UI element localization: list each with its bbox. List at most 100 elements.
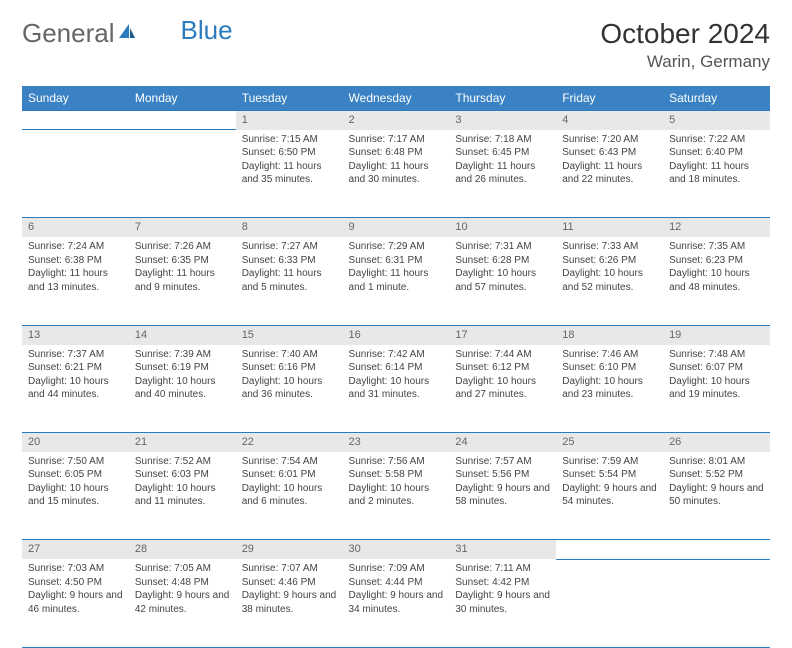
daylight-text: Daylight: 9 hours and 34 minutes. (349, 589, 444, 616)
sunrise-text: Sunrise: 7:33 AM (562, 240, 657, 254)
daylight-text: Daylight: 10 hours and 11 minutes. (135, 482, 230, 509)
empty-cell (129, 130, 236, 218)
sunset-text: Sunset: 5:54 PM (562, 468, 657, 482)
day-number: 26 (663, 433, 770, 452)
sunrise-text: Sunrise: 7:40 AM (242, 348, 337, 362)
day-header: Tuesday (236, 86, 343, 111)
sunrise-text: Sunrise: 7:54 AM (242, 455, 337, 469)
day-content: Sunrise: 8:01 AMSunset: 5:52 PMDaylight:… (663, 452, 770, 515)
day-number: 4 (556, 111, 663, 130)
sunset-text: Sunset: 5:52 PM (669, 468, 764, 482)
sunset-text: Sunset: 5:58 PM (349, 468, 444, 482)
week-content-row: Sunrise: 7:50 AMSunset: 6:05 PM Daylight:… (22, 452, 770, 540)
day-content: Sunrise: 7:24 AMSunset: 6:38 PMDaylight:… (22, 237, 129, 300)
sunrise-text: Sunrise: 7:46 AM (562, 348, 657, 362)
sunset-text: Sunset: 4:44 PM (349, 576, 444, 590)
day-number: 23 (343, 433, 450, 452)
day-cell: Sunrise: 7:27 AMSunset: 6:33 PMDaylight:… (236, 237, 343, 325)
day-number: 25 (556, 433, 663, 452)
day-number: 31 (449, 540, 556, 559)
week-content-row: Sunrise: 7:15 AMSunset: 6:50 PMDaylight:… (22, 130, 770, 218)
sunrise-text: Sunrise: 7:18 AM (455, 133, 550, 147)
sunrise-text: Sunrise: 7:35 AM (669, 240, 764, 254)
sunset-text: Sunset: 6:19 PM (135, 361, 230, 375)
sunrise-text: Sunrise: 7:39 AM (135, 348, 230, 362)
day-content: Sunrise: 7:57 AMSunset: 5:56 PMDaylight:… (449, 452, 556, 515)
day-content: Sunrise: 7:40 AMSunset: 6:16 PMDaylight:… (236, 345, 343, 408)
empty-cell (129, 111, 236, 130)
day-number: 10 (449, 218, 556, 237)
day-cell: Sunrise: 7:17 AMSunset: 6:48 PMDaylight:… (343, 130, 450, 218)
logo-sail-icon (117, 18, 137, 49)
day-content: Sunrise: 7:54 AMSunset: 6:01 PMDaylight:… (236, 452, 343, 515)
day-cell: Sunrise: 7:20 AMSunset: 6:43 PMDaylight:… (556, 130, 663, 218)
day-number: 12 (663, 218, 770, 237)
logo: General Blue (22, 18, 233, 49)
day-cell: Sunrise: 7:24 AMSunset: 6:38 PMDaylight:… (22, 237, 129, 325)
daylight-text: Daylight: 9 hours and 50 minutes. (669, 482, 764, 509)
daylight-text: Daylight: 9 hours and 38 minutes. (242, 589, 337, 616)
day-number: 24 (449, 433, 556, 452)
day-number: 27 (22, 540, 129, 559)
location-label: Warin, Germany (600, 52, 770, 72)
day-header: Wednesday (343, 86, 450, 111)
day-number: 11 (556, 218, 663, 237)
day-content: Sunrise: 7:31 AMSunset: 6:28 PMDaylight:… (449, 237, 556, 300)
sunrise-text: Sunrise: 7:57 AM (455, 455, 550, 469)
calendar-table: SundayMondayTuesdayWednesdayThursdayFrid… (22, 86, 770, 648)
day-number: 18 (556, 325, 663, 344)
week-number-row: 6789101112 (22, 218, 770, 237)
daylight-text: Daylight: 10 hours and 44 minutes. (28, 375, 123, 402)
daylight-text: Daylight: 11 hours and 22 minutes. (562, 160, 657, 187)
day-content: Sunrise: 7:11 AMSunset: 4:42 PMDaylight:… (449, 559, 556, 622)
day-cell: Sunrise: 7:03 AMSunset: 4:50 PMDaylight:… (22, 559, 129, 647)
sunrise-text: Sunrise: 7:42 AM (349, 348, 444, 362)
sunset-text: Sunset: 6:16 PM (242, 361, 337, 375)
day-number: 30 (343, 540, 450, 559)
day-content: Sunrise: 7:22 AMSunset: 6:40 PMDaylight:… (663, 130, 770, 193)
sunset-text: Sunset: 4:46 PM (242, 576, 337, 590)
day-content: Sunrise: 7:33 AMSunset: 6:26 PMDaylight:… (556, 237, 663, 300)
sunset-text: Sunset: 6:38 PM (28, 254, 123, 268)
sunset-text: Sunset: 6:35 PM (135, 254, 230, 268)
sunset-text: Sunset: 6:07 PM (669, 361, 764, 375)
daylight-text: Daylight: 10 hours and 57 minutes. (455, 267, 550, 294)
sunset-text: Sunset: 6:05 PM (28, 468, 123, 482)
sunrise-text: Sunrise: 7:37 AM (28, 348, 123, 362)
sunset-text: Sunset: 4:48 PM (135, 576, 230, 590)
day-header: Friday (556, 86, 663, 111)
sunset-text: Sunset: 6:33 PM (242, 254, 337, 268)
day-cell: Sunrise: 7:05 AMSunset: 4:48 PMDaylight:… (129, 559, 236, 647)
empty-cell (556, 559, 663, 647)
sunset-text: Sunset: 6:48 PM (349, 146, 444, 160)
sunset-text: Sunset: 6:40 PM (669, 146, 764, 160)
daylight-text: Daylight: 9 hours and 46 minutes. (28, 589, 123, 616)
day-content: Sunrise: 7:26 AMSunset: 6:35 PMDaylight:… (129, 237, 236, 300)
day-cell: Sunrise: 7:56 AMSunset: 5:58 PMDaylight:… (343, 452, 450, 540)
day-cell: Sunrise: 7:59 AMSunset: 5:54 PMDaylight:… (556, 452, 663, 540)
empty-cell (663, 559, 770, 647)
daylight-text: Daylight: 10 hours and 6 minutes. (242, 482, 337, 509)
sunset-text: Sunset: 4:42 PM (455, 576, 550, 590)
day-header: Monday (129, 86, 236, 111)
sunset-text: Sunset: 6:14 PM (349, 361, 444, 375)
week-number-row: 13141516171819 (22, 325, 770, 344)
sunrise-text: Sunrise: 7:59 AM (562, 455, 657, 469)
week-content-row: Sunrise: 7:37 AMSunset: 6:21 PMDaylight:… (22, 345, 770, 433)
sunrise-text: Sunrise: 7:22 AM (669, 133, 764, 147)
day-content: Sunrise: 7:48 AMSunset: 6:07 PMDaylight:… (663, 345, 770, 408)
daylight-text: Daylight: 9 hours and 42 minutes. (135, 589, 230, 616)
empty-cell (663, 540, 770, 559)
daylight-text: Daylight: 11 hours and 35 minutes. (242, 160, 337, 187)
page-title: October 2024 (600, 18, 770, 50)
sunrise-text: Sunrise: 7:07 AM (242, 562, 337, 576)
day-cell: Sunrise: 7:42 AMSunset: 6:14 PMDaylight:… (343, 345, 450, 433)
day-header: Thursday (449, 86, 556, 111)
empty-cell (556, 540, 663, 559)
day-cell: Sunrise: 7:50 AMSunset: 6:05 PMDaylight:… (22, 452, 129, 540)
sunrise-text: Sunrise: 7:03 AM (28, 562, 123, 576)
week-number-row: 20212223242526 (22, 433, 770, 452)
sunrise-text: Sunrise: 7:50 AM (28, 455, 123, 469)
day-content: Sunrise: 7:03 AMSunset: 4:50 PMDaylight:… (22, 559, 129, 622)
day-content: Sunrise: 7:07 AMSunset: 4:46 PMDaylight:… (236, 559, 343, 622)
